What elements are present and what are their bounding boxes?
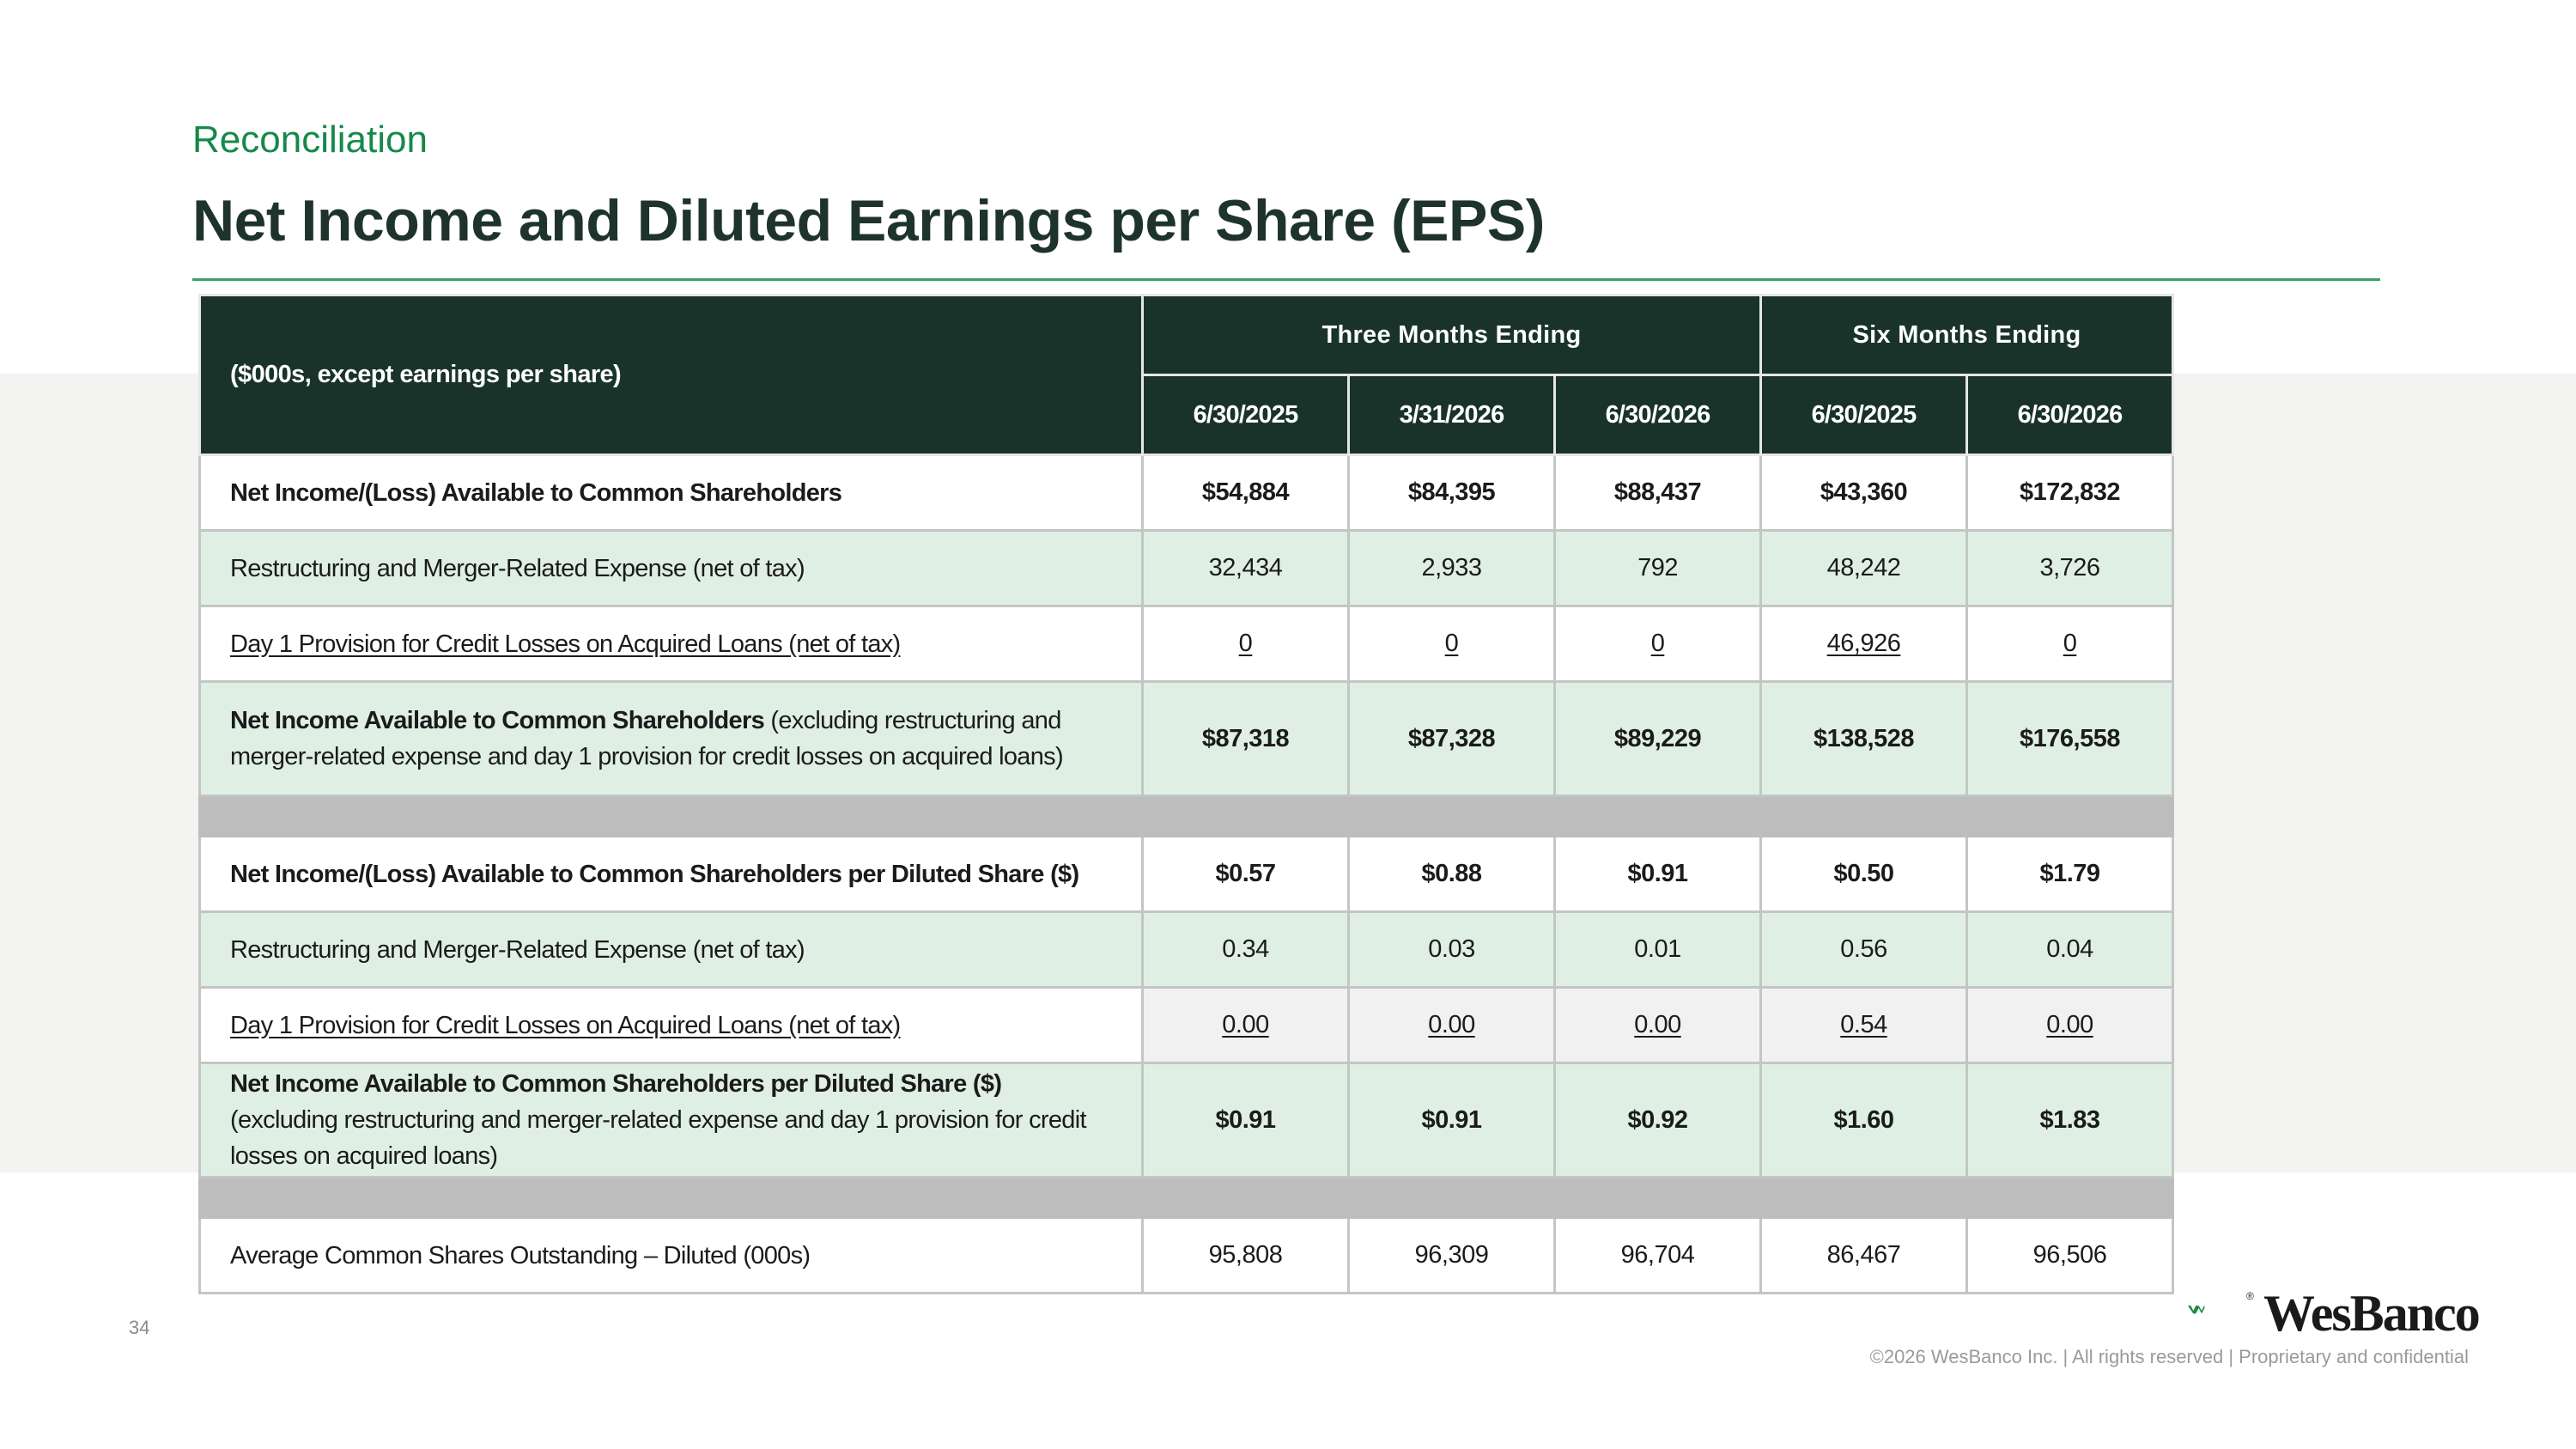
table-cell: 0.00 bbox=[1634, 1011, 1681, 1038]
table-cell: 0 bbox=[1238, 630, 1253, 657]
table-cell: $0.88 bbox=[1347, 835, 1556, 913]
table-row: Day 1 Provision for Credit Losses on Acq… bbox=[198, 605, 2175, 683]
table-cell: $1.83 bbox=[1965, 1062, 2175, 1178]
table-cell: $0.50 bbox=[1759, 835, 1969, 913]
wesbanco-chevron-logo-icon bbox=[2188, 1306, 2205, 1314]
table-row: Average Common Shares Outstanding – Dilu… bbox=[198, 1216, 2175, 1294]
table-cell: 0 bbox=[1650, 630, 1665, 657]
table-cell: 0.56 bbox=[1759, 910, 1969, 989]
table-cell: 95,808 bbox=[1141, 1216, 1350, 1294]
table-cell: $0.91 bbox=[1141, 1062, 1350, 1178]
registered-mark: ® bbox=[2246, 1290, 2254, 1302]
row-label: Average Common Shares Outstanding – Dilu… bbox=[198, 1216, 1144, 1294]
table-cell: $87,318 bbox=[1141, 680, 1350, 797]
column-header-date: 6/30/2025 bbox=[1141, 374, 1350, 456]
table-cell: 46,926 bbox=[1826, 630, 1901, 657]
table-row: Restructuring and Merger-Related Expense… bbox=[198, 910, 2175, 989]
table-cell: 48,242 bbox=[1759, 529, 1969, 607]
table-cell: 96,704 bbox=[1552, 1216, 1763, 1294]
table-cell: 0.00 bbox=[1428, 1011, 1475, 1038]
table-cell: 0.04 bbox=[1965, 910, 2175, 989]
table-cell: $88,437 bbox=[1552, 454, 1763, 532]
separator-row bbox=[197, 1176, 2175, 1219]
table-row: Net Income/(Loss) Available to Common Sh… bbox=[198, 835, 2175, 913]
table-cell: $172,832 bbox=[1965, 454, 2175, 532]
table-cell: 0 bbox=[1444, 630, 1459, 657]
row-label-bold: Net Income Available to Common Sharehold… bbox=[230, 707, 765, 734]
table-cell: $138,528 bbox=[1759, 680, 1969, 797]
row-label: Day 1 Provision for Credit Losses on Acq… bbox=[230, 630, 901, 658]
table-cell: $89,229 bbox=[1552, 680, 1763, 797]
table-cell: 0.00 bbox=[2046, 1011, 2093, 1038]
footer-copyright: ©2026 WesBanco Inc. | All rights reserve… bbox=[1869, 1346, 2469, 1367]
table-cell: $1.79 bbox=[1965, 835, 2175, 913]
row-label: Net Income/(Loss) Available to Common Sh… bbox=[198, 835, 1144, 913]
table-cell: 0 bbox=[2063, 630, 2077, 657]
table-cell: 3,726 bbox=[1965, 529, 2175, 607]
reconciliation-table: ($000s, except earnings per share) Three… bbox=[197, 294, 2175, 1294]
table-cell: 0.01 bbox=[1552, 910, 1763, 989]
table-cell: $43,360 bbox=[1759, 454, 1969, 532]
group-header-three-months: Three Months Ending bbox=[1140, 294, 1763, 376]
column-header-date: 6/30/2026 bbox=[1965, 374, 2175, 456]
column-header-date: 6/30/2026 bbox=[1552, 374, 1763, 456]
table-cell: $87,328 bbox=[1347, 680, 1556, 797]
table-cell: $0.57 bbox=[1141, 835, 1350, 913]
slide-subtitle: Reconciliation bbox=[192, 119, 428, 161]
table-cell: $0.91 bbox=[1347, 1062, 1556, 1178]
row-label: Restructuring and Merger-Related Expense… bbox=[198, 529, 1144, 607]
table-cell: $54,884 bbox=[1141, 454, 1350, 532]
table-cell: $1.60 bbox=[1759, 1062, 1969, 1178]
column-header-date: 6/30/2025 bbox=[1759, 374, 1969, 456]
corner-label: ($000s, except earnings per share) bbox=[198, 294, 1144, 456]
row-label-detail: (excluding restructuring and merger-rela… bbox=[230, 1106, 1087, 1170]
title-divider bbox=[192, 278, 2380, 281]
row-label: Restructuring and Merger-Related Expense… bbox=[198, 910, 1144, 989]
page-number: 34 bbox=[129, 1317, 150, 1338]
table-cell: 0.03 bbox=[1347, 910, 1556, 989]
table-row: Day 1 Provision for Credit Losses on Acq… bbox=[198, 986, 2175, 1064]
column-header-date: 3/31/2026 bbox=[1347, 374, 1556, 456]
table-cell: 32,434 bbox=[1141, 529, 1350, 607]
table-row: Net Income Available to Common Sharehold… bbox=[198, 680, 2175, 797]
table-row: Net Income/(Loss) Available to Common Sh… bbox=[198, 454, 2175, 532]
row-label: Net Income/(Loss) Available to Common Sh… bbox=[198, 454, 1144, 532]
table-cell: 792 bbox=[1552, 529, 1763, 607]
table-cell: $0.92 bbox=[1552, 1062, 1763, 1178]
table-cell: $176,558 bbox=[1965, 680, 2175, 797]
table-cell: 0.54 bbox=[1840, 1011, 1887, 1038]
table-cell: 2,933 bbox=[1347, 529, 1556, 607]
row-label-bold: Net Income Available to Common Sharehold… bbox=[230, 1070, 1002, 1098]
table-row: Restructuring and Merger-Related Expense… bbox=[198, 529, 2175, 607]
table-cell: 96,309 bbox=[1347, 1216, 1556, 1294]
slide-title: Net Income and Diluted Earnings per Shar… bbox=[192, 188, 1545, 253]
separator-row bbox=[197, 795, 2175, 837]
table-row: Net Income Available to Common Sharehold… bbox=[198, 1062, 2175, 1178]
row-label-detail: (excluding restructuring and merger-rela… bbox=[230, 707, 1064, 770]
table-cell: 96,506 bbox=[1965, 1216, 2175, 1294]
group-header-six-months: Six Months Ending bbox=[1759, 294, 2175, 376]
table-cell: $0.91 bbox=[1552, 835, 1763, 913]
table-cell: 0.00 bbox=[1222, 1011, 1269, 1038]
table-cell: 0.34 bbox=[1141, 910, 1350, 989]
table-cell: 86,467 bbox=[1759, 1216, 1969, 1294]
brand-logo-text: WesBanco bbox=[2263, 1285, 2481, 1342]
table-cell: $84,395 bbox=[1347, 454, 1556, 532]
row-label: Day 1 Provision for Credit Losses on Acq… bbox=[230, 1011, 901, 1039]
